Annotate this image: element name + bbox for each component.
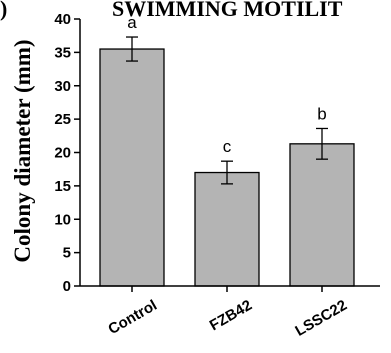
significance-letter: b [317, 104, 326, 123]
significance-letter: c [223, 137, 232, 156]
significance-letter: a [127, 13, 137, 32]
chart-title: SWIMMING MOTILIT [112, 0, 343, 21]
y-tick-label: 5 [63, 245, 71, 262]
plot-area: 0 5 10 15 20 25 30 35 40 a Control c FZB42 b LSSC22 [54, 11, 355, 340]
x-category-label: LSSC22 [292, 297, 350, 340]
panel-label: ) [0, 0, 7, 21]
y-tick-label: 40 [54, 11, 71, 28]
bar-lssc22 [289, 143, 355, 287]
y-tick-label: 30 [54, 78, 71, 95]
x-category-label: Control [105, 297, 160, 338]
y-tick-label: 20 [54, 145, 71, 162]
y-tick-label: 25 [54, 111, 71, 128]
x-category-label: FZB42 [207, 297, 255, 335]
y-tick-label: 0 [63, 278, 71, 295]
y-axis-title: Colony diameter (mm) [10, 39, 35, 262]
bar-fzb42 [194, 171, 260, 287]
y-tick-label: 15 [54, 178, 71, 195]
y-tick-label: 10 [54, 211, 71, 228]
bar-control [99, 48, 165, 287]
y-tick-label: 35 [54, 44, 71, 61]
